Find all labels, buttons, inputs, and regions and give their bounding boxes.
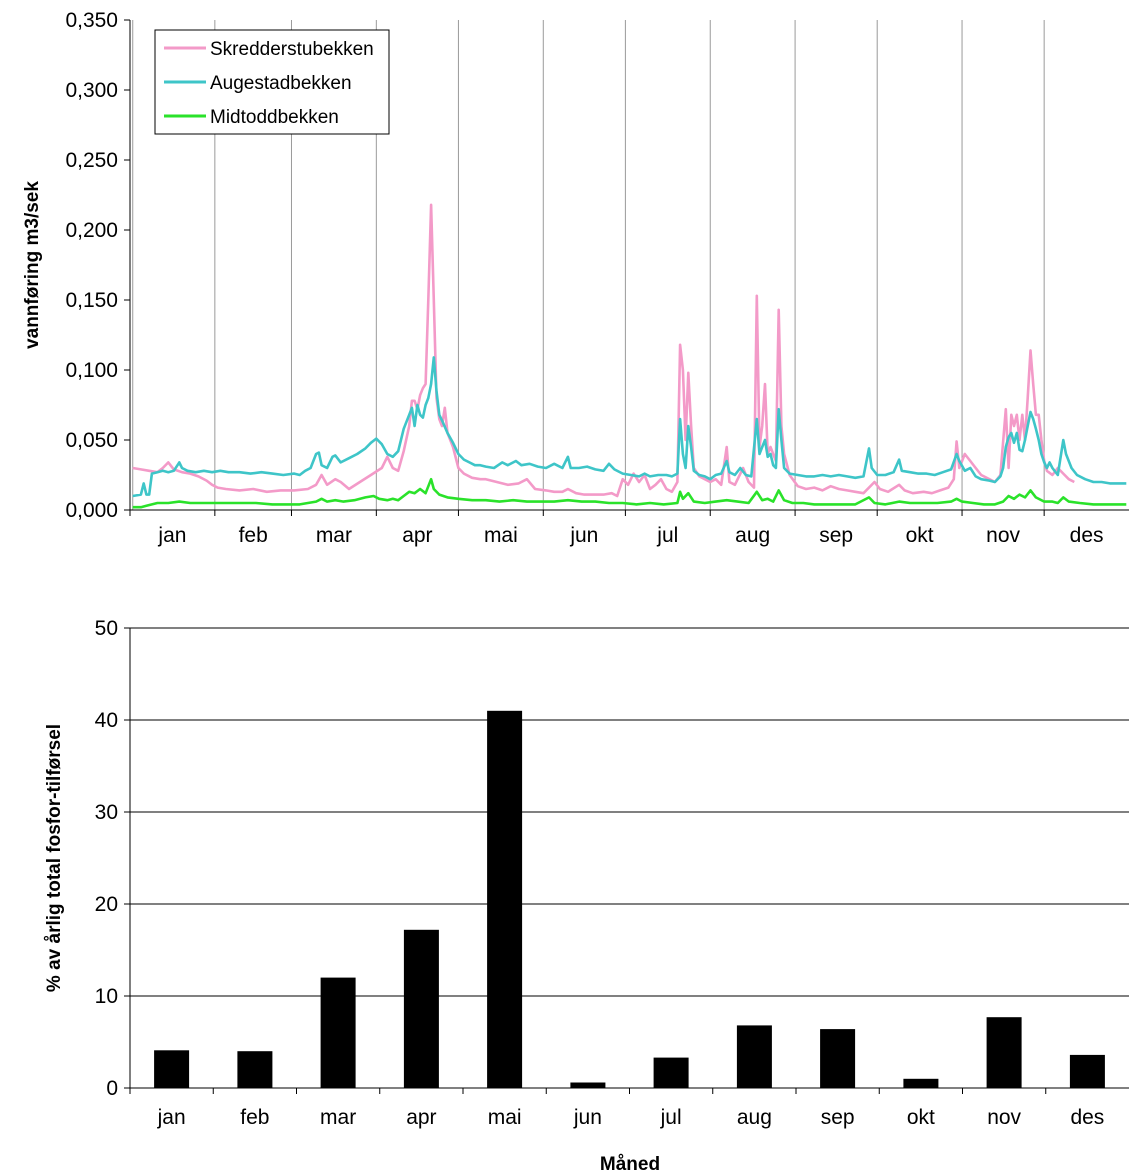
x-tick-label: des — [1070, 524, 1104, 547]
series-line-augestadbekken — [132, 356, 1127, 498]
bar-jul — [653, 1057, 689, 1088]
bar-chart-x-axis-title: Måned — [600, 1154, 660, 1175]
x-tick-label: apr — [402, 524, 432, 547]
x-tick-label: okt — [906, 524, 934, 547]
flow-chart-y-ticks: 0,000 0,050 0,100 0,150 0,200 0,250 0,300 0,350 — [65, 9, 130, 522]
y-tick-label: 0,000 — [65, 499, 118, 522]
bar-mar — [320, 977, 356, 1088]
x-tick-label: mar — [320, 1106, 356, 1129]
bar-chart-y-ticks: 0 10 20 30 40 50 — [95, 617, 130, 1100]
y-tick-label: 0,300 — [65, 79, 118, 102]
x-tick-label: feb — [240, 1106, 269, 1129]
flow-chart: 0,000 0,050 0,100 0,150 0,200 0,250 0,300 0,350… — [22, 9, 1129, 547]
x-tick-label: okt — [907, 1106, 935, 1129]
flow-chart-x-ticks: jan feb mar apr mai jun jul aug sep okt nov des — [129, 510, 1104, 547]
bar-chart-gridlines — [130, 627, 1129, 997]
bar-sep — [820, 1029, 856, 1088]
x-tick-label: mai — [488, 1106, 522, 1129]
x-tick-label: jul — [660, 1106, 682, 1129]
bar-apr — [403, 929, 439, 1088]
x-tick-label: jul — [656, 524, 678, 547]
y-tick-label: 0,150 — [65, 289, 118, 312]
flow-chart-series-lines — [132, 203, 1127, 509]
x-tick-label: nov — [986, 524, 1020, 547]
series-line-midtoddbekken — [132, 477, 1127, 509]
x-tick-label: mar — [316, 524, 352, 547]
legend-label-augestadbekken: Augestadbekken — [210, 73, 352, 94]
y-tick-label: 0,350 — [65, 9, 118, 32]
bar-aug — [736, 1025, 772, 1088]
x-tick-label: jun — [573, 1106, 602, 1129]
x-tick-label: mai — [484, 524, 518, 547]
flow-chart-legend: Skredderstubekken Augestadbekken Midtodd… — [154, 29, 390, 135]
y-tick-label: 50 — [95, 617, 118, 640]
x-tick-label: jun — [569, 524, 598, 547]
x-tick-label: sep — [821, 1106, 855, 1129]
y-tick-label: 0,050 — [65, 429, 118, 452]
x-tick-label: jan — [157, 1106, 186, 1129]
bar-jun — [570, 1082, 606, 1088]
bar-chart-x-ticks: jan feb mar apr mai jun jul aug sep okt nov des — [129, 1088, 1104, 1129]
bar-feb — [237, 1051, 273, 1088]
bar-okt — [903, 1078, 939, 1088]
y-tick-label: 20 — [95, 893, 118, 916]
bar-mai — [487, 710, 523, 1088]
y-tick-label: 0 — [106, 1077, 118, 1100]
x-tick-label: jan — [157, 524, 186, 547]
legend-label-skredderstubekken: Skredderstubekken — [210, 39, 374, 60]
legend-label-midtoddbekken: Midtoddbekken — [210, 107, 339, 128]
bar-chart-bars — [154, 710, 1105, 1088]
x-tick-label: aug — [735, 524, 770, 547]
x-tick-label: nov — [987, 1106, 1021, 1129]
x-tick-label: sep — [819, 524, 853, 547]
y-tick-label: 0,250 — [65, 149, 118, 172]
bar-des — [1069, 1054, 1105, 1088]
y-tick-label: 0,100 — [65, 359, 118, 382]
bar-jan — [154, 1050, 190, 1088]
y-tick-label: 10 — [95, 985, 118, 1008]
bar-nov — [986, 1017, 1022, 1088]
x-tick-label: aug — [737, 1106, 772, 1129]
y-tick-label: 0,200 — [65, 219, 118, 242]
y-tick-label: 30 — [95, 801, 118, 824]
y-tick-label: 40 — [95, 709, 118, 732]
x-tick-label: des — [1070, 1106, 1104, 1129]
flow-chart-y-axis-title: vannføring m3/sek — [22, 181, 43, 349]
x-tick-label: feb — [239, 524, 268, 547]
x-tick-label: apr — [406, 1106, 436, 1129]
bar-chart-y-axis-title: % av årlig total fosfor-tilførsel — [44, 724, 65, 992]
series-line-skredderstubekken — [132, 203, 1075, 498]
phosphorus-bar-chart: 0 10 20 30 40 50 jan feb mar apr mai jun jul aug sep o… — [44, 617, 1129, 1175]
